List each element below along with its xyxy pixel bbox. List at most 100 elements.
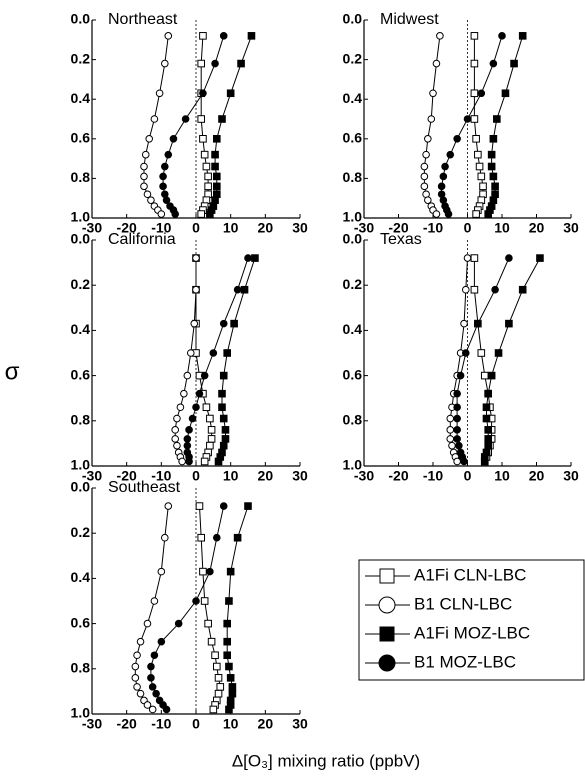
profile-point — [460, 319, 468, 328]
profile-point — [444, 210, 453, 218]
profile-point — [474, 150, 482, 159]
profile-point — [152, 689, 160, 698]
y-tick-label: 0.2 — [343, 276, 363, 292]
y-tick-label: 0.4 — [343, 90, 363, 106]
profile-point — [448, 441, 456, 450]
profile-point — [453, 426, 461, 434]
profile-point — [244, 254, 252, 262]
profile-point — [176, 403, 185, 412]
profile-point — [183, 441, 192, 450]
profile-point — [470, 285, 479, 294]
x-tick-label: -20 — [388, 220, 408, 236]
profile-point — [207, 435, 216, 443]
profile-point — [178, 457, 186, 466]
profile-point — [200, 150, 209, 159]
profile-point — [197, 210, 205, 218]
x-tick-label: -10 — [423, 220, 443, 236]
profile-point — [214, 457, 223, 466]
profile-point — [475, 162, 484, 171]
profile-point — [185, 426, 193, 434]
x-tick-label: 30 — [563, 220, 579, 236]
x-tick-label: -30 — [354, 468, 374, 484]
profile-point — [213, 135, 221, 143]
y-tick-label: 0.2 — [71, 50, 91, 66]
profile-point — [228, 683, 237, 691]
x-tick-label: 30 — [563, 468, 579, 484]
profile-point — [190, 319, 199, 328]
profile-point — [489, 172, 498, 181]
profile-point — [159, 182, 167, 191]
profile-point — [436, 32, 444, 40]
profile-point — [463, 254, 472, 262]
x-tick-label: -10 — [151, 220, 171, 236]
profile-point — [161, 533, 169, 542]
profile-point — [219, 32, 228, 40]
legend-label: B1 CLN-LBC — [414, 594, 512, 613]
profile-point — [140, 162, 148, 171]
y-tick-label: 0.6 — [71, 614, 91, 630]
profile-point — [441, 162, 449, 171]
x-tick-label: 20 — [258, 716, 274, 732]
profile-point — [147, 196, 155, 204]
profile-point — [136, 637, 145, 646]
x-tick-label: 0 — [192, 220, 200, 236]
x-tick-label: 0 — [192, 716, 200, 732]
profile-point — [188, 414, 197, 423]
profile-point — [223, 619, 231, 628]
profile-point — [453, 435, 461, 443]
profile-point — [480, 371, 489, 380]
y-tick-label: 0.6 — [71, 366, 91, 382]
profile-point — [218, 115, 226, 123]
profile-point — [518, 285, 527, 294]
y-tick-label: 0.2 — [343, 50, 363, 66]
legend-box — [358, 559, 585, 681]
profile-point — [437, 182, 446, 191]
y-tick-label: 1.0 — [71, 209, 91, 225]
profile-point — [489, 135, 498, 143]
profile-point — [424, 196, 432, 204]
x-tick-label: 10 — [223, 716, 239, 732]
profile-point — [461, 285, 470, 294]
profile-point — [498, 32, 506, 40]
profile-point — [133, 683, 141, 691]
y-tick-label: 0.0 — [71, 11, 91, 27]
profile-point — [491, 285, 499, 294]
y-tick-label: 0.6 — [343, 366, 363, 382]
profile-point — [472, 135, 480, 143]
profile-point — [477, 172, 486, 181]
profile-point — [136, 689, 145, 698]
x-tick-label: 10 — [494, 468, 510, 484]
profile-point — [427, 115, 436, 123]
x-tick-label: 10 — [494, 220, 510, 236]
x-tick-label: -30 — [82, 220, 102, 236]
profile-point — [183, 371, 192, 380]
x-tick-label: 30 — [292, 716, 308, 732]
profile-point — [204, 172, 212, 181]
profile-point — [487, 371, 496, 380]
profile-point — [187, 349, 195, 357]
y-tick-label: 0.8 — [71, 169, 91, 185]
profile-point — [487, 150, 496, 159]
profile-point — [453, 389, 461, 398]
x-tick-label: -20 — [117, 220, 137, 236]
profile-point — [199, 135, 207, 143]
profile-point — [148, 683, 157, 691]
profile-point — [461, 349, 470, 357]
profile-point — [214, 689, 223, 698]
profile-point — [183, 435, 192, 443]
profile-point — [211, 150, 219, 159]
profile-point — [213, 662, 221, 671]
profile-point — [214, 674, 223, 682]
profile-point — [169, 135, 178, 143]
y-tick-label: 0.4 — [343, 321, 363, 337]
x-tick-label: 20 — [529, 220, 545, 236]
profile-point — [200, 597, 209, 605]
y-tick-label: 0.4 — [71, 90, 91, 106]
profile-point — [140, 172, 148, 181]
profile-point — [211, 162, 219, 171]
profile-point — [484, 210, 492, 218]
profile-point — [192, 597, 200, 605]
profile-point — [200, 371, 209, 380]
profile-point — [484, 435, 492, 443]
